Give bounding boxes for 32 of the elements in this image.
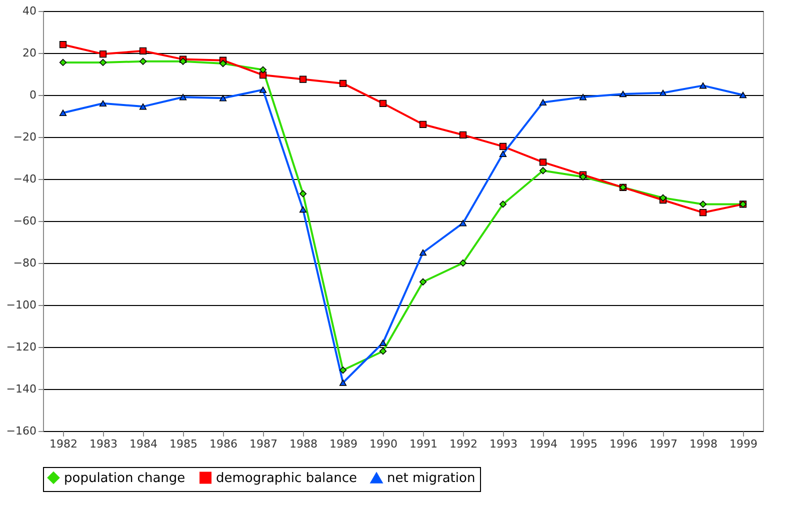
x-tick-label: 1990 <box>370 438 398 450</box>
x-tick-label: 1984 <box>130 438 158 450</box>
x-tick-label: 1994 <box>530 438 558 450</box>
y-tick-label: −40 <box>13 172 36 186</box>
x-tick-label: 1997 <box>650 438 678 450</box>
x-tick-label: 1985 <box>170 438 198 450</box>
x-tick-label: 1996 <box>610 438 638 450</box>
y-tick-label: −80 <box>13 256 36 270</box>
y-tick-label: −20 <box>13 130 36 144</box>
x-tick-label: 1999 <box>730 438 758 450</box>
legend-label: population change <box>64 470 186 486</box>
x-tick-label: 1998 <box>690 438 718 450</box>
x-tick-label: 1995 <box>570 438 598 450</box>
x-tick-label: 1986 <box>210 438 238 450</box>
y-tick-label: −100 <box>6 298 36 312</box>
y-tick-label: −60 <box>13 214 36 228</box>
y-tick-label: 40 <box>22 4 36 18</box>
x-tick-label: 1991 <box>410 438 438 450</box>
y-tick-label: −160 <box>6 424 36 438</box>
y-tick-label: −140 <box>6 382 36 396</box>
legend-label: net migration <box>387 471 476 486</box>
y-tick-label: −120 <box>6 340 36 354</box>
x-tick-label: 1987 <box>250 438 278 450</box>
x-tick-label: 1989 <box>330 438 358 450</box>
y-tick-label: 20 <box>22 46 36 60</box>
x-tick-label: 1983 <box>90 438 118 450</box>
x-tick-label: 1988 <box>290 438 318 450</box>
y-tick-label: 0 <box>30 88 36 102</box>
x-tick-label: 1993 <box>490 438 518 450</box>
x-tick-label: 1982 <box>50 438 78 450</box>
x-tick-label: 1992 <box>450 438 478 450</box>
legend-label: demographic balance <box>216 470 357 486</box>
